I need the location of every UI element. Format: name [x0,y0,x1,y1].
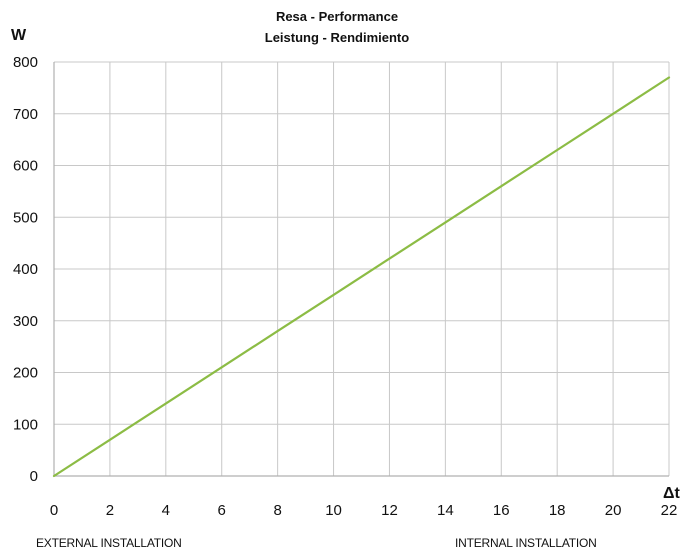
y-tick-label: 400 [13,261,38,278]
y-tick-labels: 0 100 200 300 400 500 600 700 800 [13,54,38,485]
x-tick-label: 8 [273,502,281,519]
performance-series-line [52,76,671,478]
gridlines [53,61,670,477]
x-tick-label: 2 [106,502,114,519]
chart-title: Resa - Performance [276,9,398,24]
x-tick-label: 20 [605,502,622,519]
plot-area [52,76,671,478]
y-tick-label: 300 [13,313,38,330]
y-axis-label: W [11,27,27,44]
y-tick-label: 100 [13,416,38,433]
x-tick-label: 18 [549,502,566,519]
y-tick-label: 800 [13,54,38,71]
y-tick-label: 200 [13,365,38,382]
x-tick-label: 16 [493,502,510,519]
x-axis-label: Δt [663,485,681,502]
x-tick-label: 12 [381,502,398,519]
x-tick-label: 4 [162,502,170,519]
chart-subtitle: Leistung - Rendimiento [265,30,410,45]
x-tick-label: 6 [218,502,226,519]
external-installation-label: EXTERNAL INSTALLATION [36,536,182,550]
internal-installation-label: INTERNAL INSTALLATION [455,536,597,550]
x-tick-label: 10 [325,502,342,519]
y-tick-label: 600 [13,158,38,175]
x-tick-label: 0 [50,502,58,519]
x-tick-label: 22 [661,502,678,519]
y-tick-label: 0 [30,468,38,485]
x-tick-label: 14 [437,502,454,519]
x-tick-labels: 0 2 4 6 8 10 12 14 16 18 20 22 [50,502,678,519]
y-tick-label: 500 [13,209,38,226]
y-tick-label: 700 [13,106,38,123]
